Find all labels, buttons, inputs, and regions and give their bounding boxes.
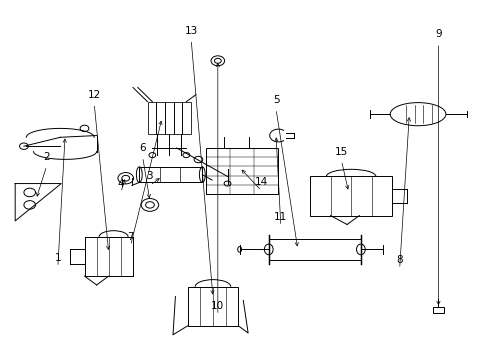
Text: 8: 8 xyxy=(395,255,402,265)
Bar xyxy=(432,307,443,313)
Bar xyxy=(164,102,173,134)
Bar xyxy=(156,102,164,134)
Text: 15: 15 xyxy=(334,147,347,157)
Text: 12: 12 xyxy=(87,90,101,100)
Text: 5: 5 xyxy=(272,95,279,105)
Text: 3: 3 xyxy=(146,171,153,181)
Text: 13: 13 xyxy=(184,26,197,36)
Bar xyxy=(309,176,391,216)
Bar xyxy=(173,102,182,134)
Text: 6: 6 xyxy=(139,143,146,153)
Text: 4: 4 xyxy=(117,179,124,189)
Bar xyxy=(182,102,191,134)
Text: 9: 9 xyxy=(434,29,441,39)
Text: 11: 11 xyxy=(274,212,287,222)
Text: 2: 2 xyxy=(43,152,50,162)
Text: 7: 7 xyxy=(127,232,134,242)
Text: 10: 10 xyxy=(211,301,224,311)
Bar xyxy=(187,287,238,326)
Text: 1: 1 xyxy=(55,253,61,263)
Text: 14: 14 xyxy=(254,177,267,187)
Bar xyxy=(205,148,278,194)
Bar xyxy=(147,102,156,134)
